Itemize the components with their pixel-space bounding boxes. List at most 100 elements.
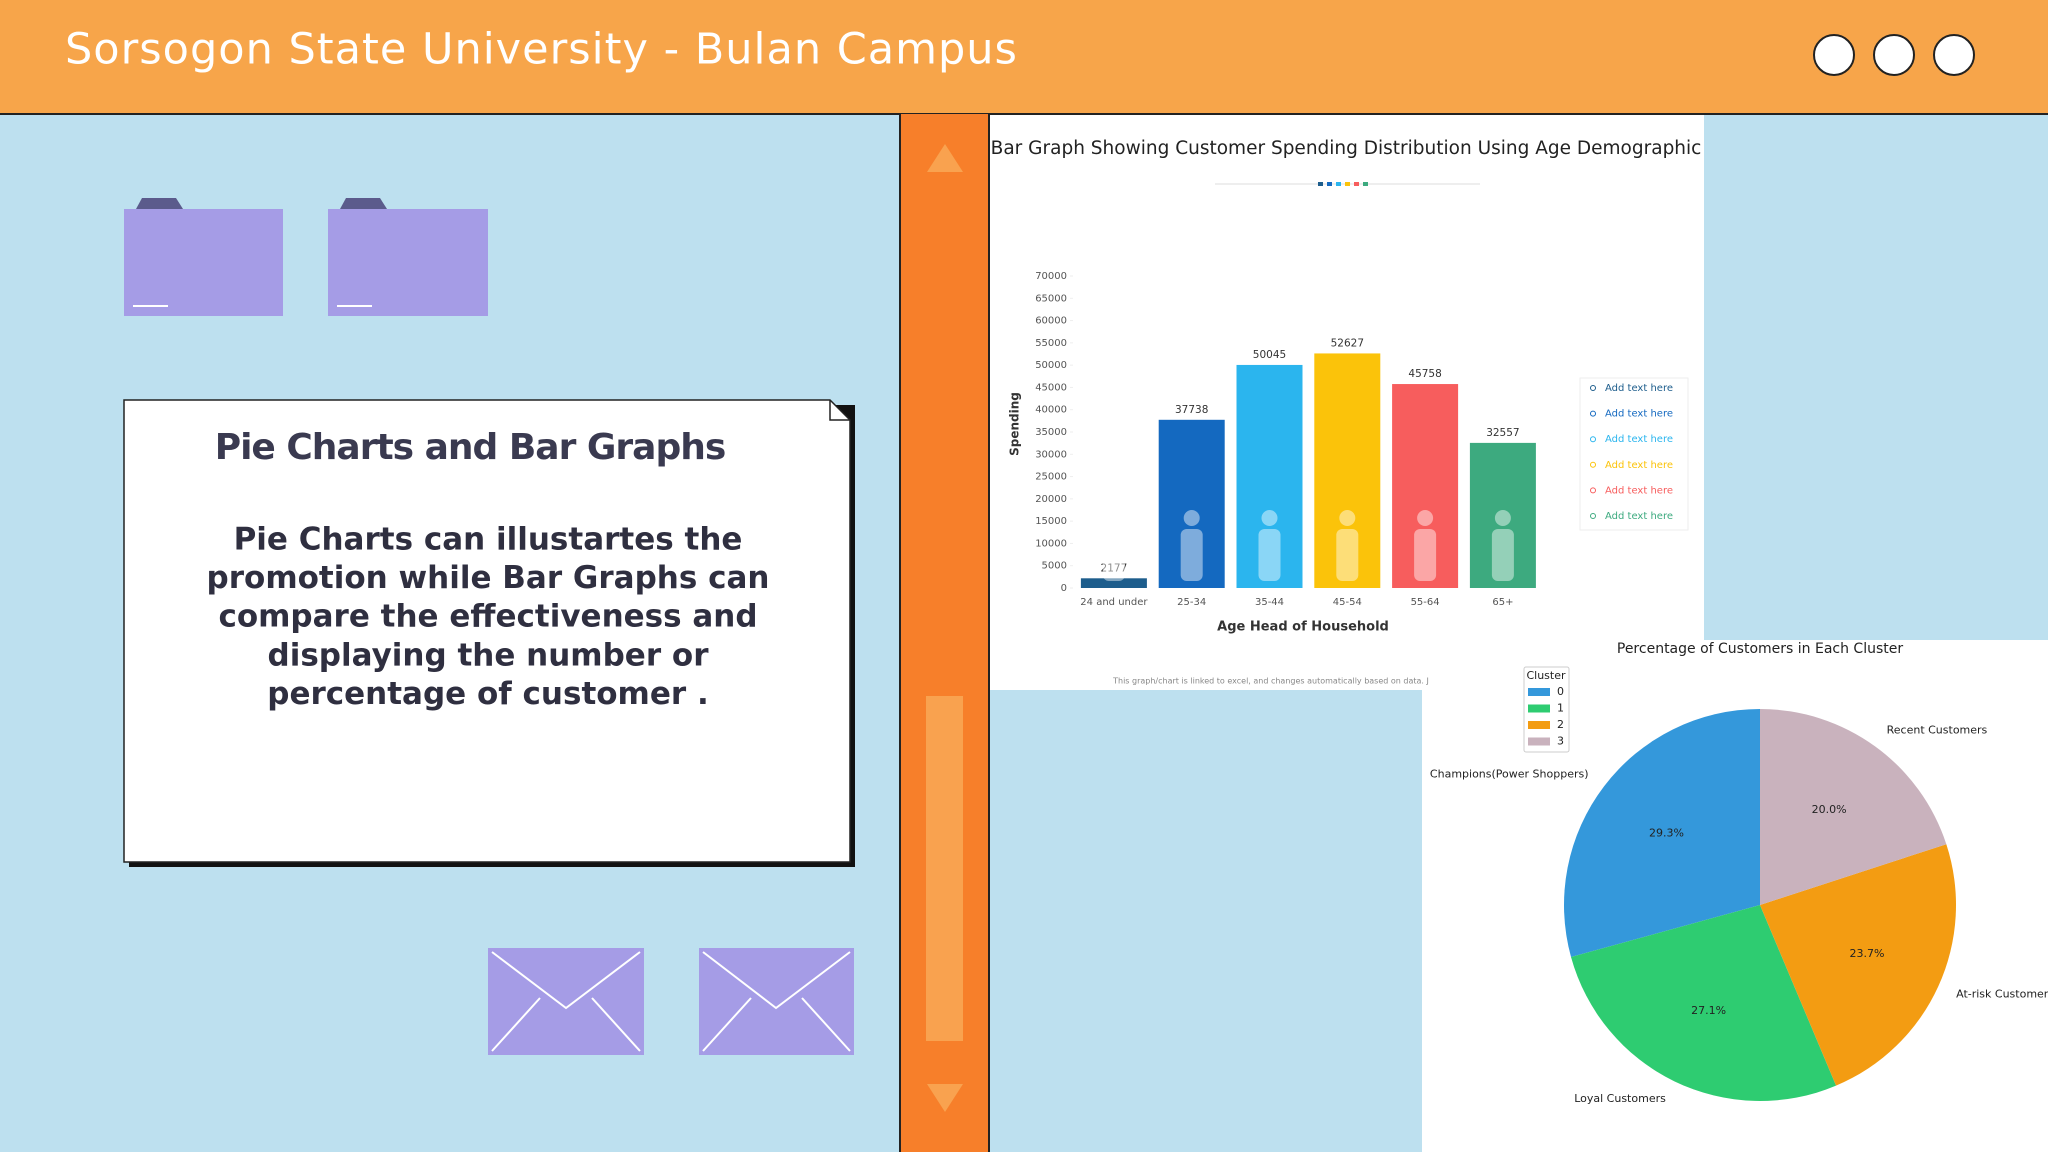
folder[interactable] [328, 209, 488, 316]
pie-slice [1760, 708, 1947, 905]
legend-swatch [1528, 688, 1550, 696]
legend-label: Add text here [1605, 409, 1673, 420]
x-tick-label: 45-54 [1333, 597, 1362, 608]
card-body-line: displaying the number or [268, 637, 710, 673]
legend-marker [1590, 385, 1596, 391]
legend-label: 0 [1557, 685, 1564, 698]
y-tick-label: 70000 [1035, 271, 1067, 282]
y-tick-label: 55000 [1035, 338, 1067, 349]
data-label: 50045 [1253, 349, 1286, 361]
legend-swatch [1528, 721, 1550, 729]
icon-body [1414, 529, 1437, 581]
legend-marker [1590, 513, 1596, 519]
scroll-up[interactable] [927, 144, 963, 172]
bar [1236, 364, 1303, 588]
legend-label: Add text here [1605, 434, 1673, 445]
legend-label: Add text here [1605, 383, 1673, 394]
bar [1469, 442, 1536, 588]
y-tick-label: 10000 [1035, 538, 1067, 549]
pie-slice [1571, 905, 1837, 1101]
x-tick-label: 35-44 [1255, 597, 1284, 608]
legend-title: Cluster [1526, 669, 1566, 682]
window-button[interactable] [1873, 34, 1915, 76]
title-decoration [1215, 182, 1480, 186]
card-title: Pie Charts and Bar Graphs [215, 427, 726, 468]
legend-marker [1590, 436, 1596, 443]
title-dot [1363, 182, 1368, 186]
card-body-line: promotion while Bar Graphs can [207, 560, 770, 596]
pie-category-label: At-risk Customers [1956, 988, 2048, 1001]
card-body-line: compare the effectiveness and [218, 599, 757, 635]
scroll-thumb[interactable] [926, 696, 963, 1041]
chart-title: Percentage of Customers in Each Cluster [1617, 641, 1903, 657]
card-body-line: Pie Charts can illustartes the [234, 522, 743, 558]
y-axis-label: Spending [1008, 392, 1022, 456]
icon-head [1494, 510, 1511, 526]
legend-swatch [1528, 704, 1550, 713]
pie-value-label: 27.1% [1691, 1004, 1726, 1017]
x-tick-label: 24 and under [1080, 597, 1148, 608]
y-tick-label: 30000 [1035, 449, 1067, 460]
icon-head [1183, 510, 1200, 526]
bar [1158, 419, 1225, 588]
data-label: 32557 [1486, 427, 1519, 439]
legend-marker [1590, 461, 1596, 468]
envelope-lines [491, 951, 641, 1052]
folder-tab [136, 198, 183, 209]
title-dot [1345, 182, 1350, 186]
card-fold [829, 400, 850, 421]
icon-head [1417, 510, 1434, 526]
card [123, 399, 851, 863]
legend-label: 2 [1557, 718, 1564, 731]
bar [1314, 353, 1381, 588]
legend-marker [1590, 410, 1596, 417]
y-tick-label: 60000 [1035, 316, 1067, 327]
envelope[interactable] [699, 948, 854, 1055]
pie-value-label: 29.3% [1649, 827, 1684, 840]
y-tick-label: 65000 [1035, 293, 1067, 304]
pie-value-label: 23.7% [1849, 947, 1884, 960]
y-tick-label: 35000 [1035, 427, 1067, 438]
y-tick-label: 15000 [1035, 516, 1067, 527]
folder-tab [340, 198, 387, 209]
pie-value-label: 20.0% [1812, 803, 1847, 816]
pie-slice [1564, 709, 1760, 957]
y-tick-label: 45000 [1035, 382, 1067, 393]
data-label: 45758 [1408, 368, 1441, 380]
icon-body [1258, 529, 1281, 581]
pie-category-label: Recent Customers [1887, 723, 1988, 736]
icon-body [1491, 529, 1514, 581]
scroll-down[interactable] [927, 1084, 963, 1112]
y-tick-label: 50000 [1035, 360, 1067, 371]
pie-category-label: Loyal Customers [1574, 1092, 1666, 1105]
data-label: 37738 [1175, 404, 1208, 416]
bar [1392, 384, 1459, 588]
icon-head [1339, 510, 1356, 526]
x-tick-label: 55-64 [1411, 597, 1440, 608]
chart-title: Bar Graph Showing Customer Spending Dist… [991, 138, 1702, 159]
header-title: Sorsogon State University - Bulan Campus [65, 25, 1018, 75]
window-button[interactable] [1933, 34, 1975, 76]
legend-label: 3 [1557, 735, 1564, 748]
header-bar [0, 0, 2048, 114]
icon-body [1102, 529, 1125, 581]
legend-label: 1 [1557, 702, 1564, 715]
data-label: 52627 [1331, 337, 1364, 349]
legend-swatch [1528, 737, 1550, 746]
data-label: 2177 [1101, 562, 1128, 574]
y-tick-label: 40000 [1035, 405, 1067, 416]
legend-box [1579, 377, 1689, 531]
envelope[interactable] [488, 948, 644, 1055]
legend-marker [1590, 487, 1596, 494]
x-axis-label: Age Head of Household [1217, 620, 1389, 635]
window-button[interactable] [1813, 34, 1855, 76]
icon-head [1105, 510, 1122, 526]
pie-category-label: Champions(Power Shoppers) [1430, 767, 1589, 780]
folder[interactable] [124, 209, 283, 316]
y-tick-label: 20000 [1035, 494, 1067, 505]
card-body: Pie Charts can illustartes thepromotion … [207, 522, 770, 712]
bar [1080, 578, 1147, 588]
title-dot [1327, 182, 1332, 186]
